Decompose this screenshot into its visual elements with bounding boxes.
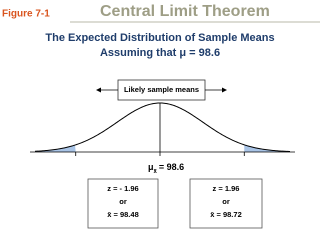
subtitle-line: Assuming that μ = 98.6 xyxy=(100,47,220,59)
xbar-value: x̄ = 98.48 xyxy=(107,210,139,219)
slide-title: Central Limit Theorem xyxy=(100,3,270,20)
z-value: z = 1.96 xyxy=(213,184,240,193)
mean-subscript: x̄ xyxy=(154,169,158,175)
center-box-label: Likely sample means xyxy=(124,85,199,94)
mean-value: = 98.6 xyxy=(159,162,184,172)
z-value: z = - 1.96 xyxy=(107,184,138,193)
arrow-head xyxy=(96,87,101,93)
or-label: or xyxy=(222,197,230,206)
subtitle-line: The Expected Distribution of Sample Mean… xyxy=(45,32,274,44)
right-box xyxy=(189,178,263,229)
figure-label: Figure 7-1 xyxy=(2,9,50,20)
xbar-value: x̄ = 98.72 xyxy=(210,210,242,219)
curve-line xyxy=(34,102,291,152)
or-label: or xyxy=(119,197,127,206)
mean-symbol: μ xyxy=(148,162,154,172)
tail-shade xyxy=(244,144,290,152)
tail-shade xyxy=(35,145,76,152)
normal-curve xyxy=(30,102,295,156)
mean-label: μx̄ = 98.6 xyxy=(148,162,184,174)
left-box xyxy=(87,178,159,229)
arrow-head xyxy=(222,87,227,93)
